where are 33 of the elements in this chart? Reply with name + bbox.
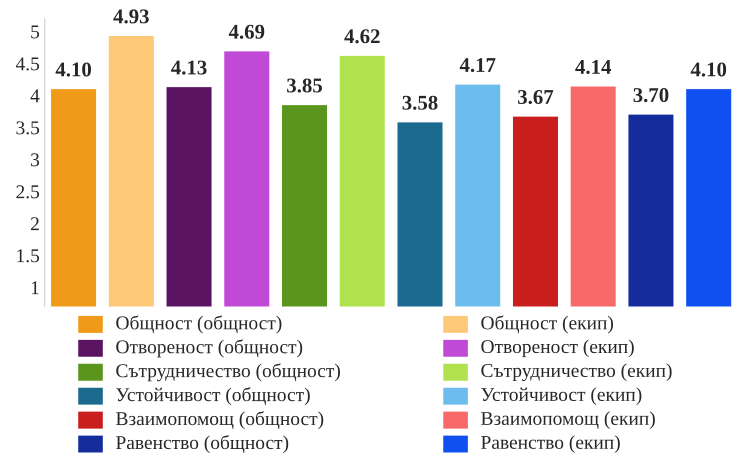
y-tick-label: 2.5 bbox=[16, 185, 40, 198]
data-label: 3.58 bbox=[402, 96, 438, 110]
y-tick-label: 2 bbox=[30, 217, 39, 230]
text: Сътрудничество (общност) bbox=[116, 363, 340, 382]
y-tick-label: 3.5 bbox=[16, 121, 40, 134]
data-label: 4.10 bbox=[690, 62, 726, 77]
y-tick-label: 1.5 bbox=[17, 249, 40, 262]
data-label: 4.62 bbox=[344, 29, 380, 44]
data-label: 3.70 bbox=[634, 88, 668, 102]
data-label: 3.85 bbox=[287, 78, 322, 93]
y-tick-label: 3 bbox=[31, 153, 40, 166]
data-label: 4.69 bbox=[228, 24, 264, 39]
text: Равенство (екип) bbox=[481, 435, 620, 453]
y-tick-label: 5 bbox=[31, 26, 40, 38]
data-label: 4.93 bbox=[113, 9, 149, 24]
text: Отвореност (общност) bbox=[116, 339, 302, 358]
text: Взаимопомощ (общност) bbox=[116, 411, 324, 430]
text: Общност (екип) bbox=[481, 315, 614, 334]
data-label: 4.17 bbox=[460, 58, 496, 72]
y-tick-label: 4.5 bbox=[16, 57, 40, 71]
text: Отвореност (екип) bbox=[481, 339, 634, 358]
data-label: 4.10 bbox=[56, 62, 92, 77]
text: Устойчивост (общност) bbox=[116, 387, 310, 406]
text: Сътрудничество (екип) bbox=[481, 363, 672, 382]
text: Равенство (общност) bbox=[116, 435, 288, 454]
data-label: 4.14 bbox=[575, 60, 612, 74]
text: Взаимопомощ (екип) bbox=[481, 411, 655, 429]
text: Общност (общност) bbox=[116, 315, 282, 334]
text: Устойчивост (екип) bbox=[481, 387, 642, 405]
data-label: 3.67 bbox=[518, 90, 554, 104]
y-tick-label: 4 bbox=[30, 89, 40, 102]
y-tick-label: 1 bbox=[32, 281, 39, 294]
data-label: 4.13 bbox=[171, 60, 207, 75]
